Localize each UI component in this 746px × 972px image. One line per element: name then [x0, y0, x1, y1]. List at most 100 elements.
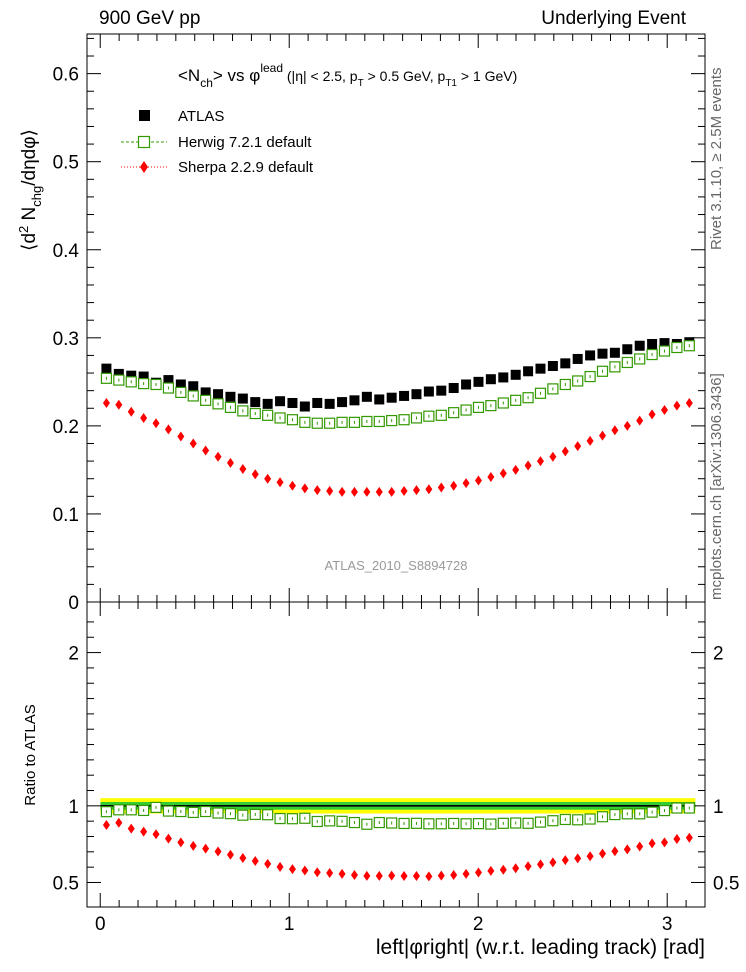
atlas-point — [374, 394, 385, 405]
y-tick-label: 0.6 — [53, 65, 79, 86]
sherpa-ratio-point — [598, 848, 606, 859]
sherpa-point — [648, 409, 656, 420]
ratio-tick-label: 1 — [68, 797, 79, 818]
sherpa-ratio-point — [648, 838, 656, 849]
sherpa-point — [685, 397, 693, 408]
sherpa-point — [177, 431, 185, 442]
sherpa-ratio-point — [202, 843, 210, 854]
atlas-point — [213, 389, 224, 400]
sherpa-ratio-point — [264, 858, 272, 869]
ratio-tick-label-right: 0.5 — [713, 873, 739, 894]
y-tick-label: 0 — [68, 593, 79, 614]
ratio-tick-label-right: 1 — [713, 797, 724, 818]
sherpa-point — [400, 486, 408, 497]
sherpa-point — [598, 430, 606, 441]
atlas-point — [547, 360, 558, 371]
sherpa-ratio-point — [102, 820, 110, 831]
y-axis-label: ⟨d2 Nchg/dηdφ⟩ — [16, 129, 44, 251]
sherpa-ratio-point — [288, 864, 296, 875]
sherpa-point — [412, 485, 420, 496]
atlas-point — [312, 397, 323, 408]
sherpa-point — [437, 482, 445, 493]
legend-label-sherpa: Sherpa 2.2.9 default — [178, 159, 314, 176]
sherpa-ratio-point — [115, 817, 123, 828]
atlas-point — [324, 398, 335, 409]
sherpa-point — [474, 475, 482, 486]
atlas-point — [275, 396, 286, 407]
ratio-y-axis-label: Ratio to ATLAS — [22, 704, 39, 805]
atlas-point — [386, 392, 397, 403]
sherpa-point — [623, 420, 631, 431]
sherpa-ratio-point — [636, 841, 644, 852]
sherpa-ratio-point — [673, 833, 681, 844]
ratio-tick-label-right: 2 — [713, 644, 724, 665]
atlas-point — [622, 344, 633, 355]
sherpa-point — [127, 406, 135, 417]
sherpa-point — [499, 468, 507, 479]
sherpa-ratio-point — [326, 867, 334, 878]
sherpa-ratio-point — [474, 867, 482, 878]
sherpa-point — [561, 446, 569, 457]
sherpa-point — [425, 484, 433, 495]
ratio-plot-frame — [86, 601, 706, 908]
sherpa-point — [226, 457, 234, 468]
legend: ATLAS Herwig 7.2.1 default Sherpa 2.2.9 … — [121, 108, 314, 176]
sherpa-ratio-point — [685, 832, 693, 843]
sherpa-ratio-point — [350, 869, 358, 880]
sherpa-point — [152, 418, 160, 429]
sherpa-point — [536, 456, 544, 467]
sherpa-point — [239, 464, 247, 475]
atlas-point — [175, 379, 186, 390]
sherpa-point — [102, 397, 110, 408]
atlas-point — [126, 370, 137, 381]
atlas-point — [461, 379, 472, 390]
sherpa-ratio-point — [487, 865, 495, 876]
sherpa-ratio-point — [388, 870, 396, 881]
sherpa-point — [673, 400, 681, 411]
atlas-point — [436, 385, 447, 396]
atlas-point — [399, 390, 410, 401]
sherpa-ratio-point — [462, 868, 470, 879]
atlas-point — [609, 347, 620, 358]
data-markers — [100, 337, 695, 882]
sherpa-point — [487, 471, 495, 482]
atlas-point — [572, 353, 583, 364]
atlas-point — [237, 393, 248, 404]
legend-marker-sherpa — [140, 161, 148, 173]
sherpa-ratio-point — [276, 861, 284, 872]
y-tick-label: 0.5 — [53, 153, 79, 174]
x-tick-label: 0 — [95, 914, 106, 935]
sherpa-ratio-point — [611, 846, 619, 857]
sherpa-point — [462, 478, 470, 489]
sherpa-ratio-point — [450, 869, 458, 880]
sherpa-ratio-point — [512, 863, 520, 874]
sherpa-ratio-point — [574, 853, 582, 864]
atlas-point — [163, 375, 174, 386]
sherpa-ratio-point — [400, 871, 408, 882]
sherpa-point — [375, 486, 383, 497]
sherpa-ratio-point — [251, 856, 259, 867]
sherpa-point — [276, 477, 284, 488]
sherpa-point — [313, 485, 321, 496]
sherpa-ratio-point — [660, 837, 668, 848]
atlas-point — [647, 338, 658, 349]
atlas-point — [473, 376, 484, 387]
sherpa-ratio-point — [499, 864, 507, 875]
ratio-tick-label: 2 — [68, 644, 79, 665]
sherpa-ratio-point — [301, 865, 309, 876]
atlas-point — [250, 397, 261, 408]
sherpa-point — [388, 486, 396, 497]
atlas-point — [225, 391, 236, 402]
sherpa-ratio-point — [524, 861, 532, 872]
sherpa-point — [164, 424, 172, 435]
atlas-point — [423, 386, 434, 397]
sherpa-ratio-point — [375, 870, 383, 881]
atlas-point — [411, 389, 422, 400]
atlas-point — [535, 363, 546, 374]
sherpa-point — [350, 486, 358, 497]
y-tick-label: 0.3 — [53, 329, 79, 350]
header-left-label: 900 GeV pp — [99, 8, 201, 29]
atlas-point — [498, 372, 509, 383]
sherpa-ratio-point — [586, 851, 594, 862]
sherpa-point — [115, 399, 123, 410]
